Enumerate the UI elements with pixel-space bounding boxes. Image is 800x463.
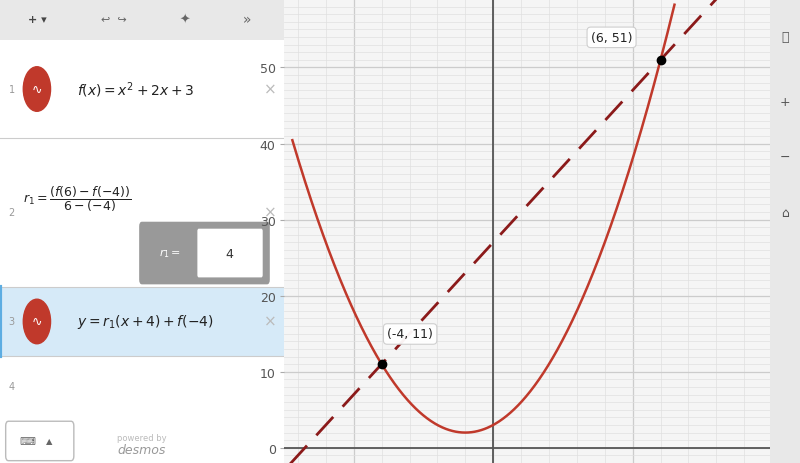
Text: ×: × xyxy=(263,206,276,220)
Text: $4$: $4$ xyxy=(226,247,234,260)
Text: $r_1 = \dfrac{(f(6) - f(-4))}{6 - (-4)}$: $r_1 = \dfrac{(f(6) - f(-4))}{6 - (-4)}$ xyxy=(22,184,131,214)
Text: 1: 1 xyxy=(9,85,14,95)
Text: ⌨: ⌨ xyxy=(19,436,35,446)
Text: $y = r_1(x + 4) + f(-4)$: $y = r_1(x + 4) + f(-4)$ xyxy=(77,313,214,331)
Text: −: − xyxy=(779,151,790,164)
Text: + ▾: + ▾ xyxy=(27,15,46,25)
Text: ▲: ▲ xyxy=(46,436,53,445)
Text: $r_1 =$: $r_1 =$ xyxy=(159,247,182,260)
Text: ×: × xyxy=(263,314,276,329)
Text: »: » xyxy=(243,13,251,27)
Text: ↩  ↪: ↩ ↪ xyxy=(101,15,126,25)
Text: 2: 2 xyxy=(9,208,14,218)
Text: (-4, 11): (-4, 11) xyxy=(387,328,433,341)
FancyBboxPatch shape xyxy=(6,421,74,461)
Text: ×: × xyxy=(263,82,276,97)
Circle shape xyxy=(23,300,50,344)
Text: $f(x) = x^2 + 2x + 3$: $f(x) = x^2 + 2x + 3$ xyxy=(77,80,194,100)
FancyBboxPatch shape xyxy=(139,222,270,285)
Text: 4: 4 xyxy=(9,382,14,392)
FancyBboxPatch shape xyxy=(0,0,284,41)
Text: ✦: ✦ xyxy=(179,14,190,27)
Text: ⌂: ⌂ xyxy=(781,206,789,219)
FancyBboxPatch shape xyxy=(0,287,284,357)
Text: ∿: ∿ xyxy=(32,315,42,328)
FancyBboxPatch shape xyxy=(770,0,800,463)
FancyBboxPatch shape xyxy=(0,0,284,463)
FancyBboxPatch shape xyxy=(198,229,262,278)
Text: ∿: ∿ xyxy=(32,83,42,96)
Text: (6, 51): (6, 51) xyxy=(591,32,632,45)
Text: +: + xyxy=(779,95,790,108)
Text: desmos: desmos xyxy=(118,443,166,456)
Text: 🔧: 🔧 xyxy=(781,31,789,44)
Text: powered by: powered by xyxy=(117,433,167,442)
Text: 3: 3 xyxy=(9,317,14,327)
Circle shape xyxy=(23,68,50,112)
